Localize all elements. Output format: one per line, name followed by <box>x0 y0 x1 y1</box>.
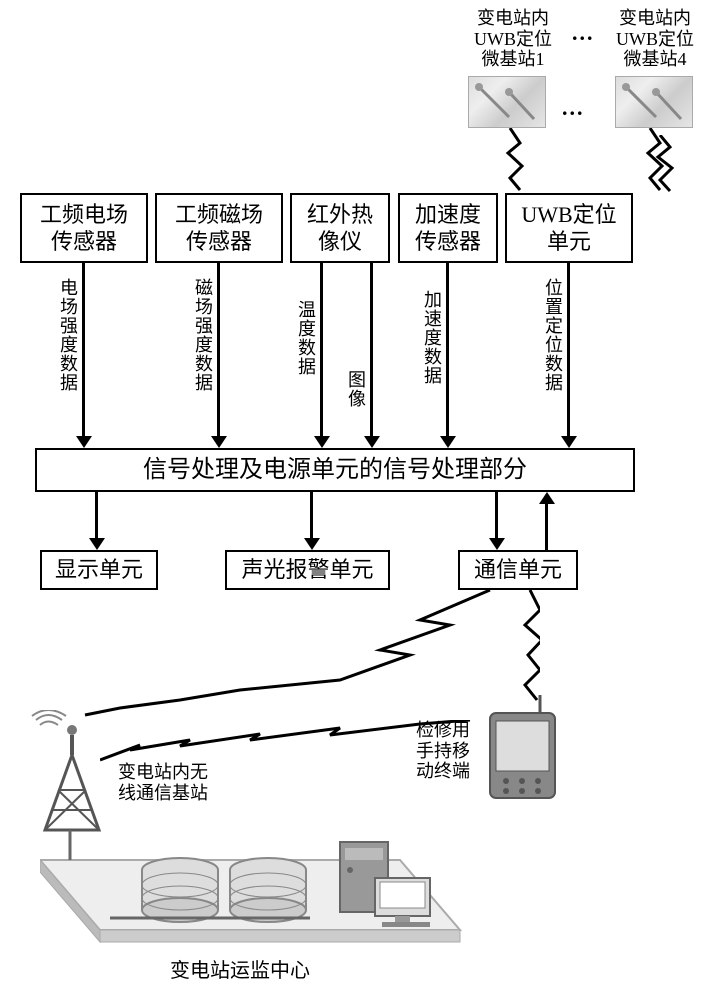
display-unit: 显示单元 <box>40 550 158 590</box>
center-base <box>40 830 470 970</box>
uwb-unit: UWB定位 单元 <box>505 193 633 263</box>
bs1-label: 变电站内 UWB定位 微基站1 <box>463 8 563 70</box>
vl-temp: 温度数据 <box>293 300 319 376</box>
bs1-image <box>468 76 546 128</box>
comm-unit: 通信单元 <box>458 550 578 590</box>
arrow-alarm <box>310 492 313 540</box>
arrow-mfield <box>217 263 220 438</box>
arrow-comm-u <box>545 502 548 550</box>
tower-icon <box>30 710 120 840</box>
zig-comm-bs <box>60 590 540 720</box>
vl-pos: 位置定位数据 <box>540 278 566 392</box>
arrow-efield <box>82 263 85 438</box>
arrow-img <box>370 263 373 438</box>
pda-icon <box>480 695 565 805</box>
arrow-acc <box>446 263 449 438</box>
processor: 信号处理及电源单元的信号处理部分 <box>35 448 635 492</box>
vl-mfield: 磁场强度数据 <box>190 278 216 392</box>
bs4-image <box>615 76 693 128</box>
top-dots: ... <box>572 20 595 46</box>
arrow-display <box>95 492 98 540</box>
alarm-unit: 声光报警单元 <box>225 550 390 590</box>
vl-img: 图像 <box>343 370 369 408</box>
zig-bs-uwb2 <box>635 135 685 193</box>
tower-label: 变电站内无 线通信基站 <box>118 762 238 803</box>
bs4-label: 变电站内 UWB定位 微基站4 <box>605 8 705 70</box>
mid-dots: ... <box>562 95 585 121</box>
acc-sensor: 加速度 传感器 <box>398 193 498 263</box>
efield-sensor: 工频电场 传感器 <box>20 193 148 263</box>
center-label: 变电站运监中心 <box>170 960 310 983</box>
arrow-pos <box>567 263 570 438</box>
ir-sensor: 红外热 像仪 <box>290 193 390 263</box>
vl-acc: 加速度数据 <box>419 290 445 385</box>
vl-efield: 电场强度数据 <box>55 278 81 392</box>
mfield-sensor: 工频磁场 传感器 <box>155 193 283 263</box>
arrow-temp <box>320 263 323 438</box>
arrow-comm-d <box>495 492 498 540</box>
